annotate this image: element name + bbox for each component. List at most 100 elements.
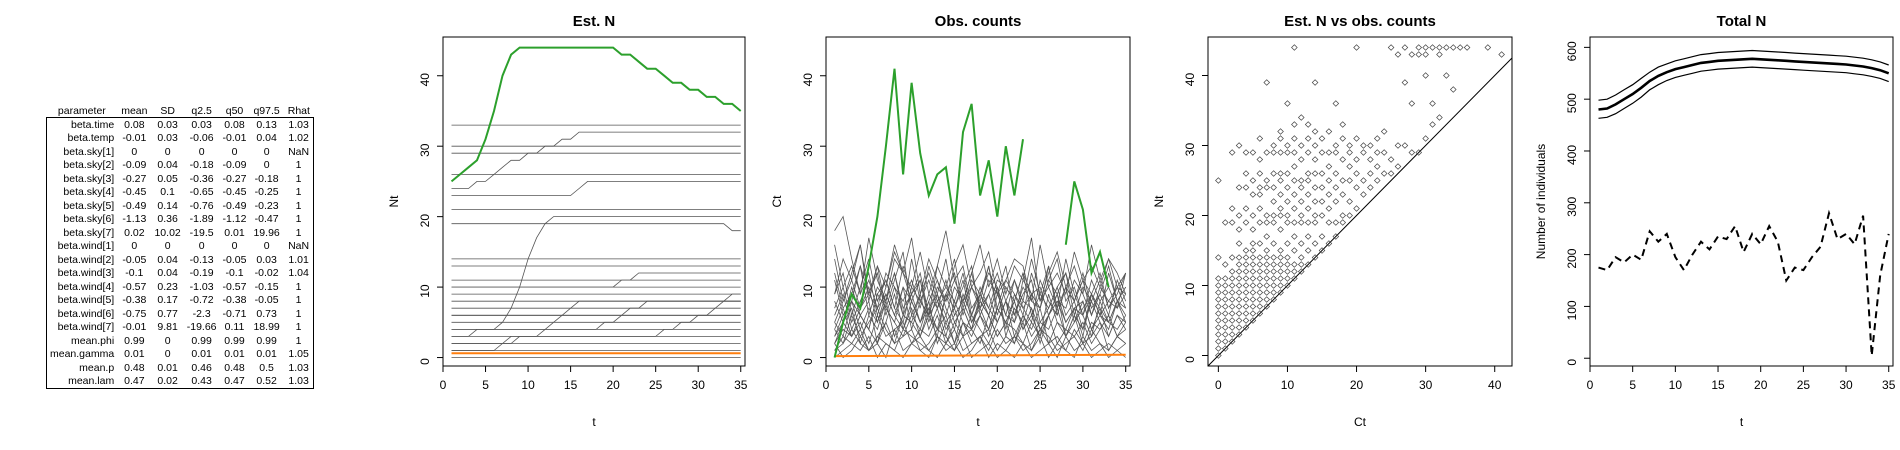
scatter-point — [1235, 142, 1243, 149]
y-axis-label: Nt — [1152, 195, 1166, 208]
scatter-point — [1311, 219, 1319, 226]
scatter-point — [1242, 310, 1250, 317]
scatter-point — [1373, 177, 1381, 184]
series-line — [451, 314, 741, 344]
scatter-point — [1311, 170, 1319, 177]
scatter-point — [1415, 149, 1423, 156]
scatter-point — [1346, 142, 1353, 149]
chart-title: Total N — [1717, 13, 1767, 30]
table-cell: 0 — [164, 240, 171, 253]
scatter-point — [1221, 317, 1229, 324]
scatter-point — [1242, 317, 1250, 324]
x-tick-label: 5 — [482, 378, 489, 392]
series-line — [834, 278, 1127, 331]
scatter-point — [1256, 156, 1264, 163]
table-cell: 0.02 — [124, 226, 145, 239]
series-line — [451, 300, 741, 351]
scatter-point — [1235, 310, 1243, 317]
scatter-point — [1332, 198, 1340, 205]
plot-frame — [442, 36, 746, 367]
table-cell: 0.47 — [124, 375, 145, 388]
table-cell: 0 — [263, 159, 270, 172]
table-cell: mean.p — [79, 361, 115, 374]
table-cell: -0.27 — [122, 172, 147, 185]
y-tick-label: 400 — [1565, 145, 1579, 165]
table-cell: 0.99 — [224, 334, 245, 347]
scatter-point — [1263, 261, 1271, 268]
scatter-point — [1228, 219, 1236, 226]
scatter-point — [1270, 212, 1277, 219]
scatter-point — [1401, 79, 1409, 86]
y-tick-label: 200 — [1565, 248, 1579, 268]
scatter-point — [1346, 163, 1353, 170]
scatter-point — [1249, 212, 1257, 219]
table-cell: -1.12 — [222, 213, 247, 226]
scatter-point — [1360, 191, 1367, 198]
table-cell: 0.04 — [256, 132, 277, 145]
scatter-point — [1256, 240, 1264, 247]
scatter-point — [1270, 170, 1277, 177]
scatter-point — [1221, 338, 1229, 345]
table-cell: 0.43 — [191, 375, 212, 388]
scatter-point — [1380, 170, 1388, 177]
scatter-point — [1332, 184, 1340, 191]
table-cell: mean.phi — [71, 334, 115, 347]
scatter-point — [1263, 177, 1271, 184]
table-cell: beta.temp — [67, 132, 115, 145]
y-tick-label: 20 — [418, 214, 432, 228]
table-cell: 0.01 — [224, 226, 245, 239]
scatter-point — [1373, 149, 1381, 156]
scatter-point — [1304, 177, 1312, 184]
scatter-point — [1304, 247, 1312, 254]
table-cell: mean.gamma — [50, 348, 115, 361]
series-line — [451, 293, 741, 316]
scatter-point — [1249, 289, 1257, 296]
x-tick-label: 40 — [1488, 378, 1502, 392]
plot-frame — [1589, 36, 1894, 367]
scatter-point — [1297, 142, 1305, 149]
scatter-point — [1277, 275, 1284, 282]
scatter-point — [1291, 149, 1298, 156]
table-cell: 0 — [131, 240, 138, 253]
scatter-point — [1339, 212, 1347, 219]
scatter-point — [1297, 212, 1305, 219]
scatter-point — [1249, 149, 1257, 156]
scatter-point — [1380, 128, 1388, 135]
table-cell: 0 — [131, 145, 138, 158]
table-cell: -0.23 — [254, 199, 279, 212]
scatter-point — [1284, 212, 1291, 219]
table-header-cell: q2.5 — [191, 105, 212, 117]
x-tick-label: 0 — [823, 378, 830, 392]
scatter-point — [1318, 170, 1326, 177]
y-tick-label: 30 — [801, 143, 815, 157]
table-row: beta.sky[4] -0.45 0.1 -0.65 -0.45 -0.25 1 — [47, 186, 314, 200]
table-cell: 1.03 — [288, 375, 309, 388]
series-line — [451, 131, 741, 154]
scatter-point — [1297, 261, 1305, 268]
table-cell: -0.76 — [189, 199, 214, 212]
table-cell: 0.99 — [256, 334, 277, 347]
scatter-point — [1270, 261, 1277, 268]
scatter-point — [1235, 275, 1243, 282]
table-cell: 9.81 — [157, 321, 178, 334]
table-cell: 0.03 — [256, 253, 277, 266]
table-cell: 1.04 — [288, 267, 309, 280]
scatter-point — [1242, 149, 1250, 156]
scatter-point — [1360, 177, 1367, 184]
scatter-point — [1353, 170, 1360, 177]
scatter-point — [1249, 317, 1257, 324]
scatter-point — [1249, 177, 1257, 184]
scatter-point — [1311, 156, 1319, 163]
series-line — [834, 286, 1127, 338]
x-tick-label: 25 — [1033, 378, 1047, 392]
table-row: beta.sky[5] -0.49 0.14 -0.76 -0.49 -0.23 1 — [47, 199, 314, 213]
table-cell: 0.01 — [256, 348, 277, 361]
scatter-point — [1297, 177, 1305, 184]
scatter-point — [1235, 317, 1243, 324]
table-cell: -0.01 — [122, 132, 147, 145]
y-tick-label: 500 — [1565, 93, 1579, 113]
series-line — [834, 292, 1126, 337]
scatter-point — [1360, 149, 1367, 156]
series-line — [451, 272, 741, 288]
chart-total-n: Total N t Number of individuals 0 5 10 15 20 25 3… — [1534, 13, 1896, 429]
